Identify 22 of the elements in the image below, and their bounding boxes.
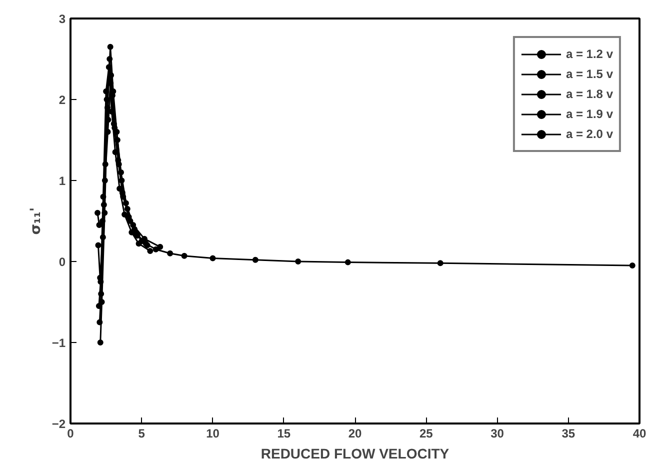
legend-label: a = 1.5 v — [566, 67, 613, 81]
x-tick-label: 25 — [419, 426, 434, 440]
x-tick-label: 10 — [206, 426, 220, 440]
x-tick-label: 40 — [632, 426, 646, 440]
x-tick-label: 30 — [490, 426, 504, 440]
x-tick-label: 20 — [348, 426, 362, 440]
y-tick-label: −2 — [52, 417, 66, 431]
x-tick-label: 5 — [138, 426, 146, 440]
x-tick-label: 15 — [277, 426, 291, 440]
y-tick-label: 2 — [58, 93, 66, 107]
x-axis-title: REDUCED FLOW VELOCITY — [260, 446, 450, 462]
legend-label: a = 1.8 v — [566, 87, 613, 101]
legend-label: a = 1.9 v — [566, 107, 613, 121]
y-tick-label: 1 — [58, 174, 66, 188]
x-tick-label: 0 — [67, 426, 74, 440]
x-tick-label: 35 — [562, 426, 576, 440]
y-tick-label: −1 — [52, 336, 66, 350]
y-tick-label: 3 — [58, 12, 66, 26]
y-axis-title: σ₁₁' — [28, 207, 44, 235]
y-tick-label: 0 — [58, 255, 66, 269]
legend-label: a = 2.0 v — [566, 127, 613, 141]
legend-label: a = 1.2 v — [566, 47, 613, 61]
